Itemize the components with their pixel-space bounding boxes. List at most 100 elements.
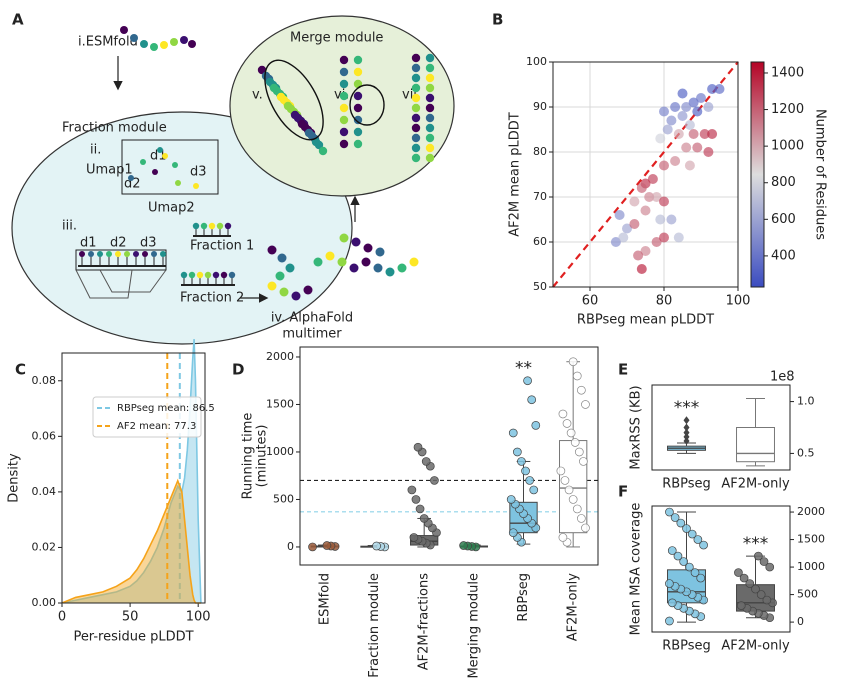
residue-dot (339, 55, 349, 65)
scatter-point (692, 142, 703, 153)
y-axis-label: Mean MSA coverage (629, 503, 644, 636)
panel-label: F (618, 483, 628, 501)
strip-point (577, 385, 586, 395)
domain-label: d1 (150, 149, 167, 164)
residue-dot (425, 83, 435, 93)
domain-label: d2 (124, 177, 141, 192)
y-tick-label: 90 (533, 100, 547, 113)
flier (683, 432, 690, 441)
x-tick-label: AF2M-only (721, 639, 790, 654)
flier (683, 416, 690, 425)
scatter-point (677, 88, 688, 99)
colorbar-tick-label: 600 (771, 212, 796, 227)
residue-dot (79, 251, 85, 257)
residue-dot (106, 251, 112, 257)
residue-dot (373, 263, 383, 273)
residue-dot (353, 103, 363, 113)
box (736, 427, 775, 463)
residue-dot (337, 257, 347, 267)
residue-dot (425, 103, 435, 113)
residue-dot (339, 67, 349, 77)
panel-label: B (492, 11, 503, 29)
scatter-point (618, 232, 629, 243)
residue-dot (152, 169, 158, 175)
strip-point (407, 485, 417, 495)
strip-point (564, 485, 574, 495)
y-tick-label: 1000 (266, 445, 294, 458)
residue-dot (180, 36, 188, 44)
scatter-point (640, 205, 651, 216)
merge-highlight (264, 59, 324, 141)
panel-label: C (15, 361, 26, 379)
strip-point (523, 376, 532, 386)
x-tick-label: 100 (186, 610, 211, 625)
y-axis-label: AF2M mean pLDDT (508, 112, 523, 237)
x-tick-label: RBPseg (662, 639, 711, 654)
residue-dot (339, 79, 349, 89)
residue-dot (175, 180, 181, 186)
residue-dot (124, 251, 130, 257)
residue-dot (339, 115, 349, 125)
strip-point (676, 518, 686, 528)
domain-label: d2 (110, 236, 127, 251)
strip-point (699, 540, 708, 550)
strip-point (558, 533, 568, 542)
step-label: i.ESMfold (78, 35, 138, 50)
strip-point (665, 616, 674, 626)
identity-line (552, 61, 739, 288)
residue-dot (349, 263, 359, 273)
residue-dot (411, 103, 421, 113)
diagram: A i.ESMfold Fraction module ii. Umap1 Um… (11, 11, 455, 345)
residue-dot (192, 222, 200, 230)
scatter-point (670, 156, 681, 166)
y-tick-label: 100 (526, 55, 547, 68)
y-tick-label: 0.04 (32, 485, 57, 498)
colorbar-tick-label: 400 (771, 248, 796, 263)
strip-point (525, 476, 534, 485)
residue-dot (120, 26, 128, 34)
x-tick-label: RBPseg (662, 477, 711, 492)
scatter-point (696, 93, 706, 103)
scatter-point (659, 196, 669, 207)
y-tick-label: 500 (273, 492, 294, 505)
residue-dot (411, 53, 421, 63)
strip-point (739, 573, 749, 583)
umap-box (121, 139, 219, 195)
residue-dot (204, 271, 212, 279)
strip-point (421, 457, 431, 466)
y-tick-label: 2000 (266, 350, 294, 363)
legend-box (92, 396, 202, 438)
scatter-point (673, 232, 684, 243)
scatter-point (659, 232, 669, 243)
strip-point (506, 495, 516, 504)
x-tick-label: 0 (58, 610, 66, 625)
strip-point (372, 541, 381, 551)
strip-point (679, 557, 689, 566)
y-tick-label: 500 (797, 588, 818, 601)
residue-dot (411, 93, 421, 103)
residue-dot (160, 41, 168, 49)
residue-dot (411, 63, 421, 73)
strip-point (322, 541, 332, 550)
residue-dot (339, 233, 349, 243)
scatter-point (673, 129, 684, 139)
scatter-point (610, 237, 621, 247)
y-tick-label: 0 (287, 540, 294, 553)
y-axis-label: (minutes) (255, 425, 270, 488)
residue-dot (425, 143, 435, 153)
residue-dot (339, 103, 349, 113)
strip-point (753, 551, 763, 561)
y-tick-label: 1500 (266, 397, 294, 410)
scatter-point (677, 111, 688, 121)
residue-dot (313, 257, 323, 267)
colorbar-tick-label: 1200 (771, 102, 804, 117)
strip-point (693, 535, 703, 544)
colorbar-tick-label: 1400 (771, 65, 804, 80)
strip-point (430, 476, 439, 485)
residue-dot (339, 91, 349, 101)
strip-point (762, 595, 772, 605)
residue-dot (290, 110, 300, 120)
scatter-point (651, 192, 662, 202)
scatter-point (640, 246, 651, 256)
strip-point (531, 421, 541, 430)
